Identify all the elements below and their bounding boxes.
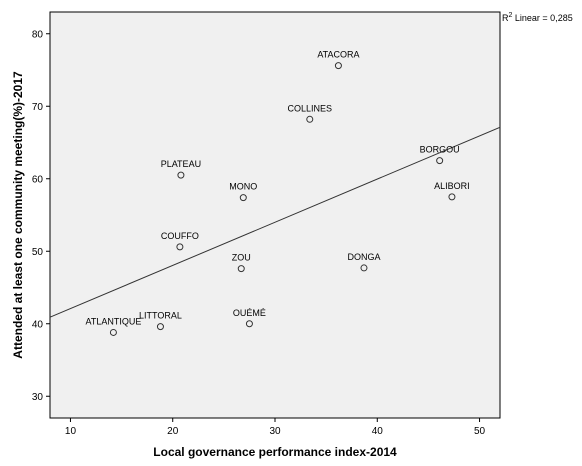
data-point (306, 115, 314, 123)
r-squared-superscript: 2 (509, 12, 513, 19)
fit-line-group (49, 126, 501, 318)
data-point-label: PLATEAU (161, 159, 201, 169)
axis-ticks: 10 20 30 40 50 30 40 50 60 70 80 (32, 29, 486, 437)
fit-line (49, 126, 501, 318)
data-point (237, 265, 245, 273)
data-point-label: BORGOU (420, 145, 460, 155)
data-point-label: ATACORA (317, 50, 359, 60)
data-point (177, 171, 185, 179)
r-squared-label: R2 Linear = 0,285 (502, 12, 573, 23)
y-tick-label: 40 (32, 319, 44, 330)
data-point-label: MONO (229, 182, 257, 192)
x-tick-label: 10 (65, 426, 77, 437)
x-tick-label: 20 (167, 426, 179, 437)
data-point-label: DONGA (347, 252, 380, 262)
x-tick-label: 40 (372, 426, 384, 437)
data-point (239, 194, 247, 202)
r-squared-value: Linear = 0,285 (512, 13, 572, 23)
x-tick-label: 30 (269, 426, 281, 437)
data-point (176, 243, 184, 251)
y-tick-label: 50 (32, 247, 44, 258)
data-point (448, 193, 456, 201)
data-point (245, 320, 253, 328)
data-point-label: LITTORAL (139, 311, 182, 321)
r-squared-prefix: R (502, 13, 509, 23)
data-point-label: ZOU (232, 253, 251, 263)
data-point (334, 62, 342, 70)
data-points: ATACORA COLLINES BORGOU PLATEAU MONO ALIBORI C… (85, 50, 470, 336)
data-point (109, 328, 117, 336)
y-tick-label: 80 (32, 29, 44, 40)
y-tick-label: 30 (32, 392, 44, 403)
data-point (436, 157, 444, 165)
data-point-label: ATLANTIQUE (85, 316, 141, 326)
y-axis-title: Attended at least one community meeting(… (11, 71, 25, 359)
x-axis-title: Local governance performance index-2014 (153, 445, 397, 459)
data-point-label: OUÉMÉ (233, 308, 266, 318)
x-tick-label: 50 (474, 426, 486, 437)
data-point-label: ALIBORI (434, 181, 470, 191)
data-point-label: COLLINES (288, 103, 333, 113)
plot-area (49, 11, 501, 419)
data-point (360, 264, 368, 272)
y-tick-label: 70 (32, 102, 44, 113)
y-tick-label: 60 (32, 174, 44, 185)
data-point (156, 323, 164, 331)
data-point-label: COUFFO (161, 231, 199, 241)
